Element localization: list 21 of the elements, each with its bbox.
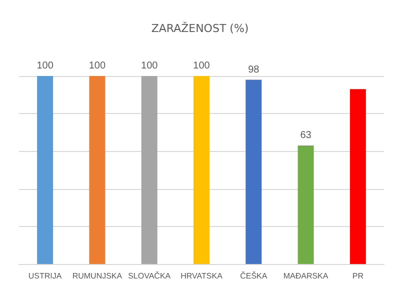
x-tick-label: MAĐARSKA xyxy=(283,272,329,280)
bar xyxy=(89,76,106,264)
data-label: 100 xyxy=(141,60,158,72)
x-tick-label: RUMUNJSKA xyxy=(72,272,123,280)
bar xyxy=(246,80,262,264)
bar xyxy=(37,76,54,264)
bar xyxy=(194,76,210,264)
x-tick-label: USTRIJA xyxy=(28,272,62,280)
x-tick-label: SLOVAČKA xyxy=(128,272,172,280)
bar xyxy=(350,89,366,264)
data-label: 100 xyxy=(193,60,210,72)
bar xyxy=(141,76,158,264)
data-label: 100 xyxy=(88,60,106,72)
bar xyxy=(298,146,314,264)
chart-title: ZARAŽENOST (%) xyxy=(151,21,249,35)
x-tick-label: PR xyxy=(352,272,364,280)
data-label: 63 xyxy=(300,130,312,142)
x-tick-label: HRVATSKA xyxy=(180,272,224,280)
data-label: 100 xyxy=(36,60,54,72)
x-tick-label: ČEŠKA xyxy=(240,272,268,280)
data-label: 98 xyxy=(248,64,260,76)
